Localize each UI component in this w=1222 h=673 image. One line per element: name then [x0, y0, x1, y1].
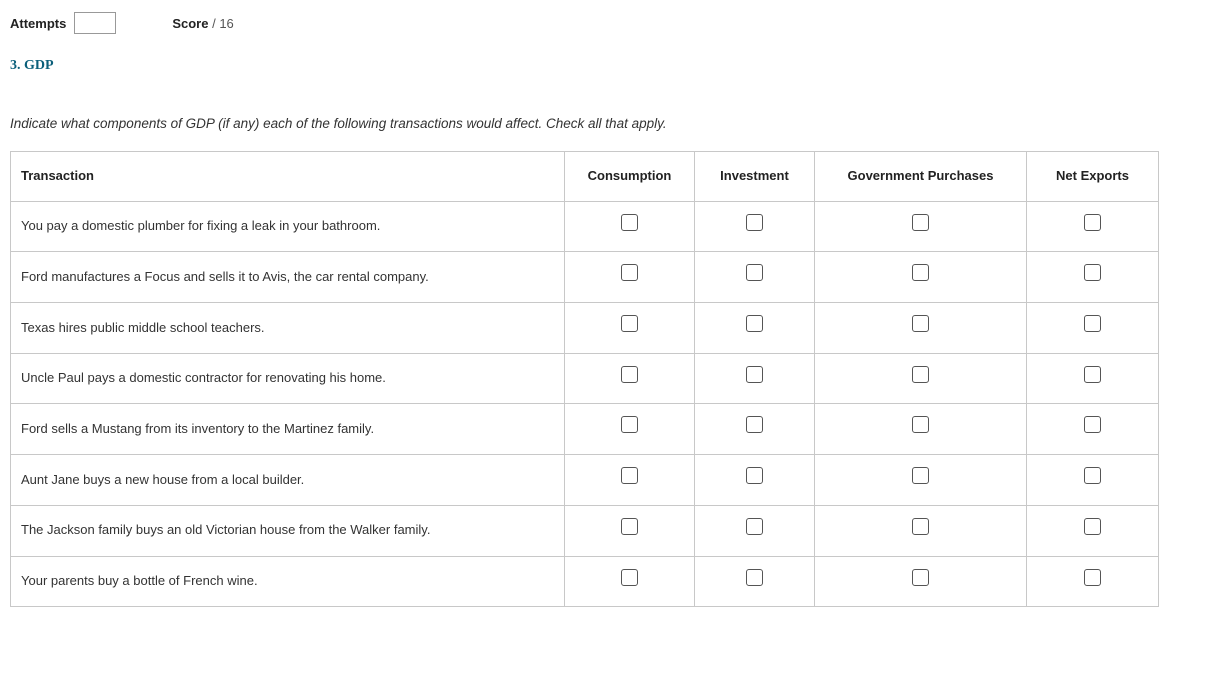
checkbox-cell-investment: [695, 556, 815, 607]
score-max: 16: [219, 16, 233, 31]
checkbox-investment[interactable]: [746, 366, 763, 383]
col-header-government: Government Purchases: [815, 152, 1027, 202]
checkbox-cell-netexports: [1027, 556, 1159, 607]
checkbox-cell-government: [815, 556, 1027, 607]
table-row: Ford manufactures a Focus and sells it t…: [11, 252, 1159, 303]
checkbox-investment[interactable]: [746, 264, 763, 281]
attempts-label: Attempts: [10, 16, 66, 31]
checkbox-cell-netexports: [1027, 201, 1159, 252]
checkbox-consumption[interactable]: [621, 264, 638, 281]
checkbox-netexports[interactable]: [1084, 366, 1101, 383]
checkbox-cell-consumption: [565, 556, 695, 607]
checkbox-government[interactable]: [912, 569, 929, 586]
checkbox-netexports[interactable]: [1084, 315, 1101, 332]
question-prompt: Indicate what components of GDP (if any)…: [10, 116, 1212, 131]
transaction-text: Uncle Paul pays a domestic contractor fo…: [11, 353, 565, 404]
checkbox-cell-government: [815, 505, 1027, 556]
checkbox-investment[interactable]: [746, 416, 763, 433]
checkbox-cell-consumption: [565, 252, 695, 303]
table-row: The Jackson family buys an old Victorian…: [11, 505, 1159, 556]
checkbox-cell-government: [815, 353, 1027, 404]
transaction-text: Aunt Jane buys a new house from a local …: [11, 455, 565, 506]
checkbox-government[interactable]: [912, 366, 929, 383]
transaction-text: Ford sells a Mustang from its inventory …: [11, 404, 565, 455]
table-row: Ford sells a Mustang from its inventory …: [11, 404, 1159, 455]
table-row: Texas hires public middle school teacher…: [11, 303, 1159, 354]
checkbox-cell-consumption: [565, 455, 695, 506]
checkbox-cell-investment: [695, 353, 815, 404]
checkbox-consumption[interactable]: [621, 518, 638, 535]
col-header-consumption: Consumption: [565, 152, 695, 202]
col-header-netexports: Net Exports: [1027, 152, 1159, 202]
checkbox-cell-government: [815, 303, 1027, 354]
checkbox-cell-netexports: [1027, 505, 1159, 556]
checkbox-cell-investment: [695, 404, 815, 455]
checkbox-netexports[interactable]: [1084, 569, 1101, 586]
checkbox-government[interactable]: [912, 518, 929, 535]
checkbox-investment[interactable]: [746, 518, 763, 535]
col-header-transaction: Transaction: [11, 152, 565, 202]
col-header-investment: Investment: [695, 152, 815, 202]
checkbox-consumption[interactable]: [621, 315, 638, 332]
gdp-table: Transaction Consumption Investment Gover…: [10, 151, 1159, 607]
checkbox-consumption[interactable]: [621, 416, 638, 433]
transaction-text: You pay a domestic plumber for fixing a …: [11, 201, 565, 252]
transaction-text: Your parents buy a bottle of French wine…: [11, 556, 565, 607]
checkbox-cell-government: [815, 201, 1027, 252]
checkbox-cell-netexports: [1027, 252, 1159, 303]
checkbox-cell-consumption: [565, 353, 695, 404]
checkbox-netexports[interactable]: [1084, 467, 1101, 484]
checkbox-cell-government: [815, 404, 1027, 455]
transaction-text: Ford manufactures a Focus and sells it t…: [11, 252, 565, 303]
checkbox-cell-investment: [695, 303, 815, 354]
checkbox-cell-consumption: [565, 505, 695, 556]
checkbox-cell-investment: [695, 455, 815, 506]
checkbox-cell-government: [815, 455, 1027, 506]
checkbox-cell-investment: [695, 252, 815, 303]
checkbox-cell-consumption: [565, 404, 695, 455]
checkbox-consumption[interactable]: [621, 467, 638, 484]
checkbox-government[interactable]: [912, 264, 929, 281]
checkbox-government[interactable]: [912, 416, 929, 433]
checkbox-cell-netexports: [1027, 455, 1159, 506]
checkbox-investment[interactable]: [746, 467, 763, 484]
checkbox-cell-netexports: [1027, 353, 1159, 404]
table-row: Your parents buy a bottle of French wine…: [11, 556, 1159, 607]
question-title: 3. GDP: [10, 58, 1212, 74]
checkbox-netexports[interactable]: [1084, 416, 1101, 433]
checkbox-consumption[interactable]: [621, 214, 638, 231]
attempts-score-row: Attempts Score / 16: [10, 12, 1212, 34]
checkbox-cell-government: [815, 252, 1027, 303]
checkbox-consumption[interactable]: [621, 569, 638, 586]
transaction-text: Texas hires public middle school teacher…: [11, 303, 565, 354]
checkbox-cell-consumption: [565, 303, 695, 354]
checkbox-government[interactable]: [912, 467, 929, 484]
checkbox-cell-investment: [695, 505, 815, 556]
checkbox-investment[interactable]: [746, 315, 763, 332]
checkbox-cell-investment: [695, 201, 815, 252]
checkbox-investment[interactable]: [746, 569, 763, 586]
checkbox-cell-consumption: [565, 201, 695, 252]
table-row: Aunt Jane buys a new house from a local …: [11, 455, 1159, 506]
table-row: You pay a domestic plumber for fixing a …: [11, 201, 1159, 252]
score-sep: /: [208, 16, 219, 31]
score-label: Score: [172, 16, 208, 31]
transaction-text: The Jackson family buys an old Victorian…: [11, 505, 565, 556]
checkbox-cell-netexports: [1027, 404, 1159, 455]
checkbox-investment[interactable]: [746, 214, 763, 231]
score-wrap: Score / 16: [172, 16, 233, 31]
checkbox-netexports[interactable]: [1084, 214, 1101, 231]
checkbox-government[interactable]: [912, 214, 929, 231]
checkbox-consumption[interactable]: [621, 366, 638, 383]
checkbox-netexports[interactable]: [1084, 264, 1101, 281]
table-row: Uncle Paul pays a domestic contractor fo…: [11, 353, 1159, 404]
checkbox-government[interactable]: [912, 315, 929, 332]
checkbox-cell-netexports: [1027, 303, 1159, 354]
checkbox-netexports[interactable]: [1084, 518, 1101, 535]
attempts-input[interactable]: [74, 12, 116, 34]
